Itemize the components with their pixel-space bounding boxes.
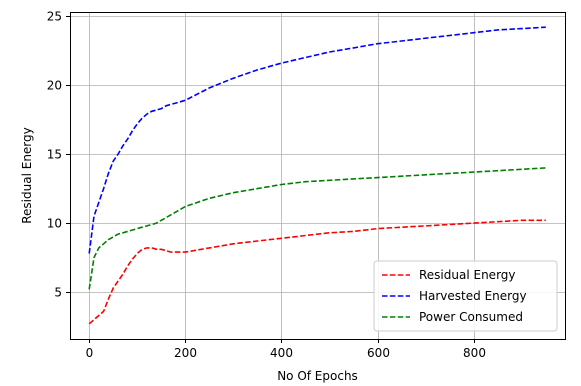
- x-tick-label: 800: [463, 346, 486, 360]
- legend-label: Harvested Energy: [419, 289, 527, 303]
- y-tick-label: 20: [47, 79, 62, 93]
- x-tick-label: 600: [367, 346, 390, 360]
- x-tick-label: 200: [174, 346, 197, 360]
- x-tick-label: 400: [270, 346, 293, 360]
- axis-ticks: 0 200 400 600 800 5 10 15 20 25: [47, 10, 486, 361]
- y-axis-label: Residual Energy: [20, 127, 34, 224]
- legend-box: [373, 260, 558, 332]
- series-line-3: [88, 167, 546, 290]
- series-line-1: [88, 219, 546, 325]
- y-tick-label: 5: [54, 286, 62, 300]
- legend-label: Power Consumed: [419, 310, 523, 324]
- y-tick-label: 10: [47, 217, 62, 231]
- y-tick-label: 25: [47, 10, 62, 24]
- x-axis-label: No Of Epochs: [277, 369, 358, 383]
- y-tick-label: 15: [47, 148, 62, 162]
- legend: Residual Energy Harvested Energy Power Con…: [373, 260, 558, 332]
- series-group: [88, 26, 546, 325]
- legend-label: Residual Energy: [419, 268, 516, 282]
- plot-frame: [70, 12, 566, 340]
- x-tick-label: 0: [86, 346, 94, 360]
- series-line-2: [88, 26, 546, 254]
